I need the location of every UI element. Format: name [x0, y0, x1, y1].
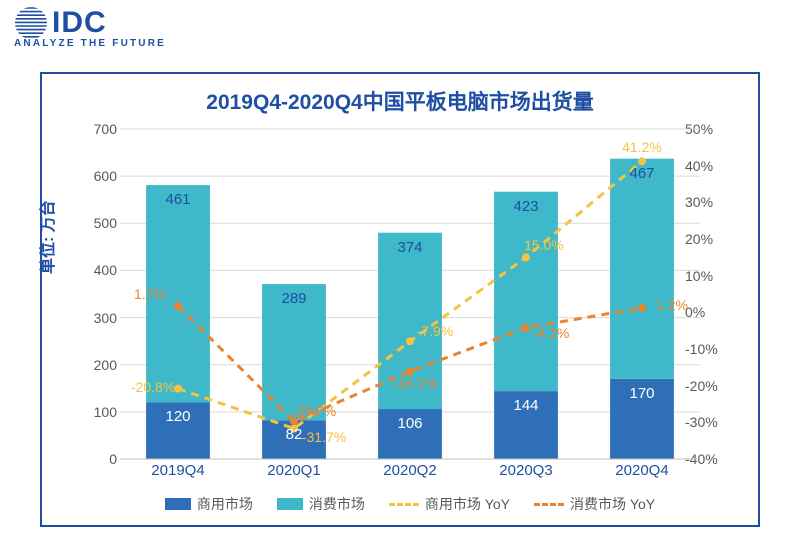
y-tick: 100 — [62, 404, 117, 420]
plot-area: 120 461 82 289 106 374 144 423 170 467 -20.8% -31.… — [120, 129, 700, 459]
trend-value-label: 41.2% — [622, 139, 662, 155]
y-axis-title: 单位: 万台 — [34, 200, 58, 274]
x-tick: 2020Q3 — [499, 462, 552, 479]
trend-value-label: -7.9% — [417, 323, 454, 339]
bar-value-label: 170 — [629, 385, 654, 402]
trend-marker — [638, 304, 646, 312]
legend-item: 消费市场 — [277, 494, 365, 514]
legend-label: 商用市场 — [197, 494, 253, 514]
trend-value-label: 15.0% — [524, 237, 564, 253]
bar-value-label: 461 — [165, 191, 190, 208]
bar-value-label: 120 — [165, 408, 190, 425]
legend-swatch-rect — [165, 498, 191, 510]
x-axis: 2019Q4 2020Q1 2020Q2 2020Q3 2020Q4 — [120, 462, 700, 486]
legend-swatch-line — [534, 503, 564, 506]
x-tick: 2019Q4 — [151, 462, 204, 479]
y-tick: 300 — [62, 310, 117, 326]
y-tick: 0 — [62, 451, 117, 467]
bar-value-label: 374 — [397, 239, 422, 256]
idc-logo-top: IDC — [14, 6, 107, 40]
bar-value-label: 144 — [513, 397, 538, 414]
bar-value-label: 106 — [397, 415, 422, 432]
trend-value-label: -4.2% — [533, 325, 570, 341]
trend-value-label: -29.7% — [292, 403, 336, 419]
bar-segment — [494, 192, 558, 391]
legend-swatch-rect — [277, 498, 303, 510]
chart-title: 2019Q4-2020Q4中国平板电脑市场出货量 — [42, 86, 758, 116]
bars — [146, 159, 674, 459]
legend-item: 商用市场 — [165, 494, 253, 514]
legend-swatch-line — [389, 503, 419, 506]
bar-value-label: 467 — [629, 165, 654, 182]
legend-label: 商用市场 YoY — [425, 494, 510, 514]
trend-marker — [522, 324, 530, 332]
trend-value-label: 1.7% — [134, 286, 166, 302]
y-tick: 500 — [62, 215, 117, 231]
page: IDC ANALYZE THE FUTURE 2019Q4-2020Q4中国平板… — [0, 0, 800, 539]
y-tick: 600 — [62, 168, 117, 184]
y-axis-left: 0100200300400500600700 — [62, 129, 117, 459]
trend-marker — [522, 253, 530, 261]
x-tick: 2020Q4 — [615, 462, 668, 479]
legend-item: 商用市场 YoY — [389, 494, 510, 514]
trend-marker — [406, 367, 414, 375]
bar-value-label: 423 — [513, 198, 538, 215]
y-tick: 200 — [62, 357, 117, 373]
idc-logo: IDC ANALYZE THE FUTURE — [14, 6, 166, 49]
legend-item: 消费市场 YoY — [534, 494, 655, 514]
trend-marker — [174, 302, 182, 310]
trend-marker — [406, 337, 414, 345]
x-tick: 2020Q1 — [267, 462, 320, 479]
y-tick: 700 — [62, 121, 117, 137]
bar-value-label: 82 — [286, 426, 303, 443]
trend-value-label: -31.7% — [302, 429, 346, 445]
trend-marker — [174, 385, 182, 393]
legend-label: 消费市场 YoY — [570, 494, 655, 514]
legend: 商用市场 消费市场 商用市场 YoY 消费市场 YoY — [120, 492, 700, 516]
trend-value-label: -20.8% — [131, 379, 175, 395]
idc-logo-text: IDC — [52, 6, 107, 40]
y-tick: 400 — [62, 262, 117, 278]
trend-value-label: 1.2% — [656, 297, 688, 313]
legend-label: 消费市场 — [309, 494, 365, 514]
bar-value-label: 289 — [281, 290, 306, 307]
chart-frame: 2019Q4-2020Q4中国平板电脑市场出货量 单位: 万台 01002003… — [40, 72, 760, 527]
x-tick: 2020Q2 — [383, 462, 436, 479]
bar-segment — [610, 159, 674, 379]
globe-icon — [14, 6, 48, 40]
trend-value-label: -16.1% — [393, 375, 437, 391]
